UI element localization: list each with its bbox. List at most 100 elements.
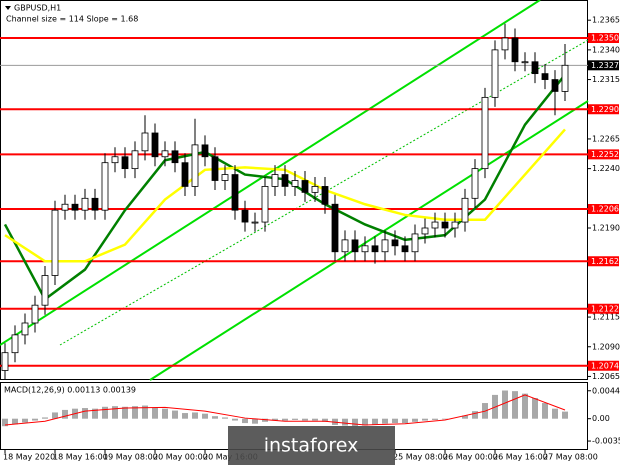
x-tick-label: 26 May 00:00 [443,453,498,462]
candle-body [11,334,19,354]
macd-bar [562,411,568,419]
y-tick-label: 1.2315 [592,75,620,84]
candle-body [241,209,249,223]
candle-body [221,174,229,181]
macd-bar [2,418,8,427]
macd-bar [192,412,198,419]
candle-body [171,150,179,164]
macd-bar [542,403,548,419]
macd-bar [82,408,88,419]
x-tick-label: 18 May 2020 [3,453,55,462]
candle-body [511,37,519,63]
level-label: 1.2122 [591,304,619,313]
watermark-box [228,426,395,465]
chart-subtitle: Channel size = 114 Slope = 1.68 [6,15,138,24]
level-box [588,360,619,371]
candle-body [141,132,149,152]
candle-body [291,180,299,187]
macd-bar [512,391,518,419]
candle-body [461,197,469,223]
candle-body [441,221,449,229]
x-tick-label: 18 May 16:00 [53,453,108,462]
macd-bar [112,406,118,419]
price-label: 1.2327 [591,61,619,70]
macd-bar [92,408,98,419]
x-tick-label: 19 May 08:00 [103,453,158,462]
candle-body [311,186,319,193]
candle-body [501,37,509,51]
macd-label: MACD(12,26,9) 0.00113 0.00139 [4,386,136,395]
macd-bar [152,407,158,419]
macd-bar [312,418,318,421]
level-label: 1.2252 [591,150,619,159]
y-tick-label: 1.2365 [592,16,620,25]
candle-body [551,79,559,92]
candle-body [251,221,259,224]
macd-bar [552,408,558,419]
candle-body [391,239,399,247]
macd-bar [182,413,188,419]
macd-bar [202,413,208,419]
macd-bar [292,418,298,420]
y-tick-label: 1.2265 [592,134,620,143]
candle-body [531,61,539,75]
macd-bar [322,418,328,422]
macd-bar [232,418,238,421]
y-tick-label: 1.2340 [592,45,620,54]
candle-body [301,180,309,193]
candle-body [361,245,369,253]
candle-body [81,197,89,211]
macd-bar [472,411,478,419]
y-tick-label: 1.2065 [592,372,620,381]
macd-bar [212,416,218,419]
candle-body [471,168,479,199]
macd-bar [132,406,138,419]
candle-body [41,275,49,306]
candle-body [491,49,499,98]
candle-body [201,144,209,158]
candle-body [31,304,39,324]
macd-bar [32,418,38,421]
level-box [588,204,619,214]
channel-lower [149,100,589,381]
level-box [588,33,619,43]
candle-body [281,174,289,187]
macd-y-tick-label: 0.00446 [592,386,620,395]
x-tick-label: 25 May 08:00 [393,453,448,462]
level-label: 1.2290 [591,105,619,114]
macd-bar [502,390,508,419]
level-label: 1.2074 [591,361,619,370]
candle-body [51,209,59,276]
macd-bar [352,418,358,427]
macd-bar [532,398,538,419]
macd-bar [372,418,378,425]
x-tick-label: 26 May 16:00 [493,453,548,462]
macd-bar [122,406,128,419]
y-tick-label: 1.2115 [592,313,620,322]
price-box [588,60,619,71]
level-label: 1.2206 [591,205,619,214]
candle-body [181,162,189,187]
channel-upper [0,0,541,346]
candle-body [451,221,459,229]
level-box [588,256,619,267]
macd-bar [412,418,418,422]
level-label: 1.2162 [591,257,619,266]
macd-bar [62,409,68,419]
macd-bar [22,418,28,423]
candle-body [21,322,29,336]
level-label: 1.2350 [591,34,619,43]
level-box [588,303,619,314]
main-frame [0,0,588,380]
level-box [588,104,619,115]
macd-bar [102,406,108,419]
candle-body [271,174,279,187]
macd-signal [4,394,566,426]
macd-bar [362,418,368,426]
macd-y-tick-label: 0.00 [592,414,610,423]
macd-bar [302,418,308,421]
macd-bar [162,408,168,419]
candle-body [151,132,159,158]
candle-body [421,227,429,235]
